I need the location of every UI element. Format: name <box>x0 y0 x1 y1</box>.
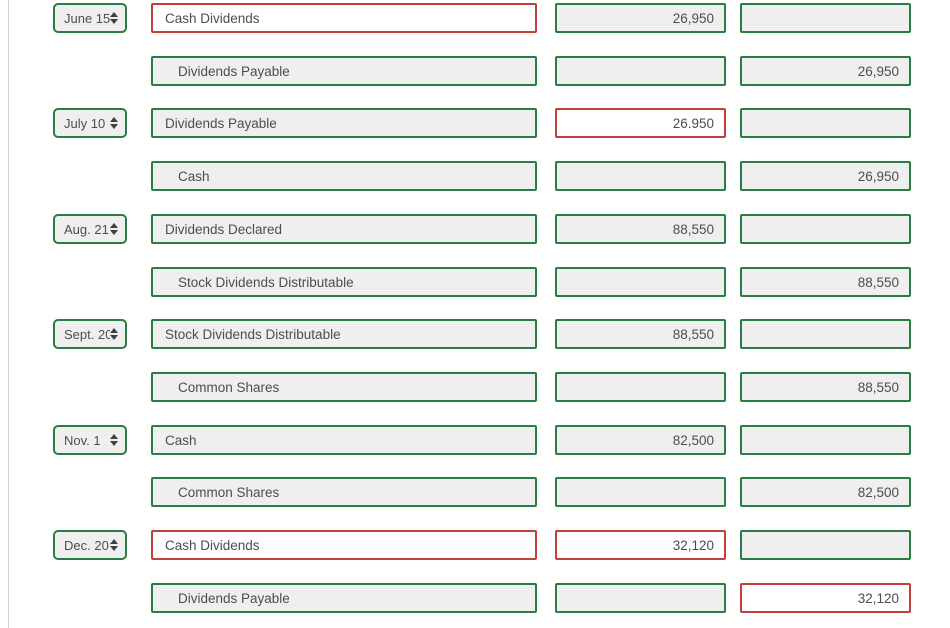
account-title-input[interactable]: Dividends Payable <box>151 108 537 138</box>
date-select-value: Nov. 1 <box>64 432 101 448</box>
journal-row: Dividends Payable 32,120 <box>0 583 950 613</box>
date-select-value: Aug. 21 <box>64 221 109 237</box>
date-select-value: Sept. 20 <box>64 326 110 342</box>
spinner-arrows-icon <box>110 328 118 340</box>
debit-amount-input[interactable] <box>555 372 726 402</box>
account-title-input[interactable]: Dividends Payable <box>151 56 537 86</box>
date-select-value: July 10 <box>64 115 106 131</box>
credit-amount-input[interactable] <box>740 108 911 138</box>
date-select[interactable]: Dec. 20 <box>53 530 127 560</box>
account-title-input[interactable]: Dividends Declared <box>151 214 537 244</box>
date-select[interactable]: Nov. 1 <box>53 425 127 455</box>
credit-amount-input[interactable]: 88,550 <box>740 372 911 402</box>
debit-amount-input[interactable] <box>555 477 726 507</box>
journal-row: Dividends Payable 26,950 <box>0 56 950 86</box>
account-title-input[interactable]: Cash <box>151 425 537 455</box>
journal-row: June 15 Cash Dividends 26,950 <box>0 3 950 33</box>
debit-amount-input[interactable]: 88,550 <box>555 319 726 349</box>
journal-row: Nov. 1 Cash 82,500 <box>0 425 950 455</box>
credit-amount-input[interactable]: 88,550 <box>740 267 911 297</box>
debit-amount-input[interactable]: 26,950 <box>555 3 726 33</box>
credit-amount-input[interactable]: 32,120 <box>740 583 911 613</box>
journal-row: Common Shares 88,550 <box>0 372 950 402</box>
account-title-input[interactable]: Dividends Payable <box>151 583 537 613</box>
journal-row: Sept. 20 Stock Dividends Distributable 88,… <box>0 319 950 349</box>
date-select-value: June 15 <box>64 10 110 26</box>
journal-row: July 10 Dividends Payable 26.950 <box>0 108 950 138</box>
spinner-arrows-icon <box>110 223 118 235</box>
credit-amount-input[interactable] <box>740 3 911 33</box>
date-select[interactable]: Aug. 21 <box>53 214 127 244</box>
debit-amount-input[interactable]: 88,550 <box>555 214 726 244</box>
journal-row: Dec. 20 Cash Dividends 32,120 <box>0 530 950 560</box>
credit-amount-input[interactable] <box>740 425 911 455</box>
date-select[interactable]: Sept. 20 <box>53 319 127 349</box>
account-title-input[interactable]: Stock Dividends Distributable <box>151 267 537 297</box>
account-title-input[interactable]: Cash Dividends <box>151 530 537 560</box>
date-select[interactable]: July 10 <box>53 108 127 138</box>
spinner-arrows-icon <box>110 434 118 446</box>
credit-amount-input[interactable] <box>740 214 911 244</box>
account-title-input[interactable]: Stock Dividends Distributable <box>151 319 537 349</box>
debit-amount-input[interactable] <box>555 161 726 191</box>
spinner-arrows-icon <box>110 12 118 24</box>
account-title-input[interactable]: Common Shares <box>151 477 537 507</box>
journal-row: Cash 26,950 <box>0 161 950 191</box>
date-select-value: Dec. 20 <box>64 537 109 553</box>
credit-amount-input[interactable] <box>740 530 911 560</box>
debit-amount-input[interactable]: 82,500 <box>555 425 726 455</box>
journal-row: Common Shares 82,500 <box>0 477 950 507</box>
account-title-input[interactable]: Common Shares <box>151 372 537 402</box>
credit-amount-input[interactable]: 82,500 <box>740 477 911 507</box>
debit-amount-input[interactable]: 32,120 <box>555 530 726 560</box>
date-select[interactable]: June 15 <box>53 3 127 33</box>
debit-amount-input[interactable]: 26.950 <box>555 108 726 138</box>
credit-amount-input[interactable] <box>740 319 911 349</box>
credit-amount-input[interactable]: 26,950 <box>740 56 911 86</box>
journal-row: Stock Dividends Distributable 88,550 <box>0 267 950 297</box>
account-title-input[interactable]: Cash <box>151 161 537 191</box>
account-title-input[interactable]: Cash Dividends <box>151 3 537 33</box>
left-border-rule <box>8 0 9 628</box>
journal-row: Aug. 21 Dividends Declared 88,550 <box>0 214 950 244</box>
debit-amount-input[interactable] <box>555 583 726 613</box>
spinner-arrows-icon <box>110 117 118 129</box>
debit-amount-input[interactable] <box>555 267 726 297</box>
spinner-arrows-icon <box>110 539 118 551</box>
credit-amount-input[interactable]: 26,950 <box>740 161 911 191</box>
debit-amount-input[interactable] <box>555 56 726 86</box>
